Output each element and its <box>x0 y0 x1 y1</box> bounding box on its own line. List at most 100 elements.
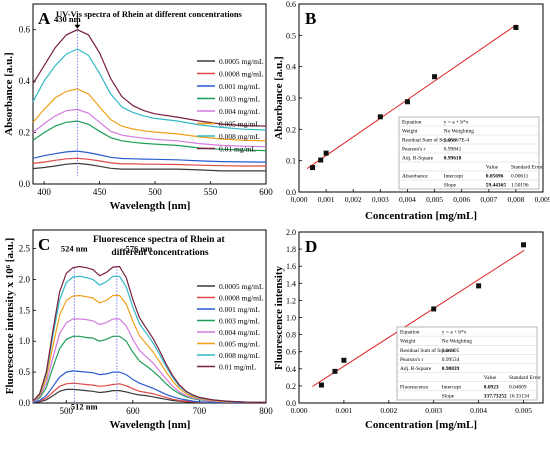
y-tick-label: 2.5 <box>19 244 31 254</box>
peak-annotation: 524 nm <box>61 244 88 254</box>
fit-table-cell: 59.44365 <box>486 182 507 188</box>
fit-table-cell: Weight <box>400 339 416 345</box>
fit-table-cell: 0.00611 <box>511 173 529 179</box>
x-tick-label: 500 <box>60 406 74 416</box>
spectrum-line <box>32 29 267 127</box>
y-tick-label: 0.2 <box>19 128 30 138</box>
data-point <box>521 242 527 248</box>
panel-c-xlabel: Wavelength [nm] <box>110 419 191 431</box>
fit-table-cell: 0.04809 <box>509 384 527 390</box>
data-point <box>476 283 482 289</box>
x-tick-label: 450 <box>93 187 107 197</box>
legend-label: 0.01 mg/mL <box>219 145 257 154</box>
x-tick-label: 500 <box>148 187 162 197</box>
panel-a-title: UV-Vis spectra of Rhein at different con… <box>56 9 243 19</box>
legend-label: 0.003 mg/mL <box>219 317 260 326</box>
fit-table-cell: Absorbance <box>402 173 428 179</box>
x-tick-label: 0.001 <box>335 406 352 415</box>
fit-table-cell: Fluorescence <box>400 384 429 390</box>
x-tick-label: 550 <box>204 187 218 197</box>
x-tick-label: 0,006 <box>453 195 470 204</box>
data-point <box>431 306 437 312</box>
fit-table-cell: Adj. R-Square <box>400 366 432 372</box>
spectrum-line <box>32 157 266 167</box>
legend-label: 0.003 mg/mL <box>219 95 260 104</box>
data-point <box>332 368 338 374</box>
fit-table-cell: 0.05696 <box>486 173 504 179</box>
y-tick-label: 0.5 <box>19 367 31 377</box>
legend-label: 0.008 mg/mL <box>219 351 260 360</box>
fit-table-cell: 5.05867E-4 <box>444 137 470 143</box>
fit-table-cell: Value <box>484 375 497 381</box>
fit-table-cell: Equation <box>402 119 422 125</box>
panel-d: D 0.000 0.001 0.002 0.003 0.004 0.0050.00.20.… <box>273 228 544 431</box>
y-tick-label: 1.6 <box>286 262 296 271</box>
y-tick-label: 0.0 <box>19 179 31 189</box>
data-point <box>432 74 438 80</box>
fit-table-cell: Slope <box>444 182 457 188</box>
data-point <box>513 25 519 30</box>
fit-table-cell: Pearson's r <box>402 146 425 152</box>
spectrum-line <box>32 265 266 403</box>
panel-d-xlabel: Concentration [mg/mL] <box>365 419 477 431</box>
y-tick-label: 0.6 <box>19 25 31 35</box>
panel-c-plot: 500 600 700 800 0.0 0.5 1.0 1.5 2.0 2.5 0.0005 mg/… <box>19 244 274 416</box>
x-tick-label: 0,005 <box>426 195 443 204</box>
x-tick-label: 0,007 <box>480 195 497 204</box>
y-tick-label: 1.0 <box>19 336 31 346</box>
fit-table-cell: Standard Error <box>511 164 543 170</box>
fit-table-cell: 0.99618 <box>444 155 462 161</box>
y-tick-label: 0.4 <box>286 365 296 374</box>
y-tick-label: 1.2 <box>286 296 296 305</box>
y-tick-label: 0.1 <box>286 157 296 166</box>
fit-table-cell: 16.33134 <box>509 393 530 399</box>
x-tick-label: 0.004 <box>470 406 487 415</box>
y-tick-label: 0.3 <box>286 94 296 103</box>
peak-annotation: 576 nm <box>126 244 153 254</box>
y-tick-label: 0.2 <box>286 382 296 391</box>
y-tick-label: 0.0 <box>19 398 31 408</box>
panel-a-letter: A <box>38 9 51 28</box>
spectrum-line <box>32 88 267 142</box>
x-tick-label: 0,004 <box>399 195 416 204</box>
x-tick-label: 800 <box>259 406 273 416</box>
x-tick-label: 0.005 <box>515 406 532 415</box>
spectrum-line <box>32 370 266 403</box>
spectrum-line <box>32 48 267 131</box>
x-tick-label: 700 <box>193 406 207 416</box>
legend-label: 0.001 mg/mL <box>219 305 260 314</box>
fit-table-cell: 0.01905 <box>442 348 460 354</box>
panel-d-plot: 0.000 0.001 0.002 0.003 0.004 0.005 0.0 0.2 0.4 0… <box>286 228 541 415</box>
fit-table-cell: y = a + b*x <box>442 330 467 336</box>
fit-table-cell: No Weighting <box>444 128 474 134</box>
x-tick-label: 0,000 <box>291 195 308 204</box>
fit-table-cell: No Weighting <box>442 339 472 345</box>
legend-label: 0.008 mg/mL <box>219 132 260 141</box>
legend-label: 0.005 mg/mL <box>219 340 260 349</box>
panel-a-plot: 400 450 500 550 600 0.0 0.2 0.4 0.6 0.0005 mg/mL 0… <box>19 14 274 197</box>
data-point <box>404 99 410 105</box>
legend-label: 0.004 mg/mL <box>219 107 260 116</box>
y-tick-label: 0.8 <box>286 331 296 340</box>
fit-table-cell: Residual Sum of Squares <box>402 136 456 143</box>
x-tick-label: 0,001 <box>318 195 335 204</box>
fit-table-cell: Pearson's r <box>400 357 423 363</box>
x-tick-label: 0.002 <box>380 406 397 415</box>
fit-table: Equation y = a + b*x Weight No Weighting Res… <box>398 116 543 190</box>
spectrum-line <box>32 108 267 148</box>
data-point <box>318 157 324 163</box>
legend-label: 0.0008 mg/mL <box>219 294 264 303</box>
y-tick-label: 0.5 <box>286 31 296 40</box>
panel-c-letter: C <box>38 235 50 254</box>
x-tick-label: 400 <box>37 187 51 197</box>
data-point <box>377 114 383 120</box>
panel-d-letter: D <box>305 237 317 256</box>
x-tick-label: 600 <box>126 406 140 416</box>
fit-table-cell: Equation <box>400 330 420 336</box>
legend-label: 0.0005 mg/mL <box>219 282 264 291</box>
panel-c-title-line1: Fluorescence spectra of Rhein at <box>93 235 226 245</box>
fit-table-cell: Weight <box>402 128 418 134</box>
x-tick-label: 0,002 <box>345 195 362 204</box>
y-tick-label: 0.2 <box>286 125 296 134</box>
panel-a-frame <box>32 3 267 185</box>
